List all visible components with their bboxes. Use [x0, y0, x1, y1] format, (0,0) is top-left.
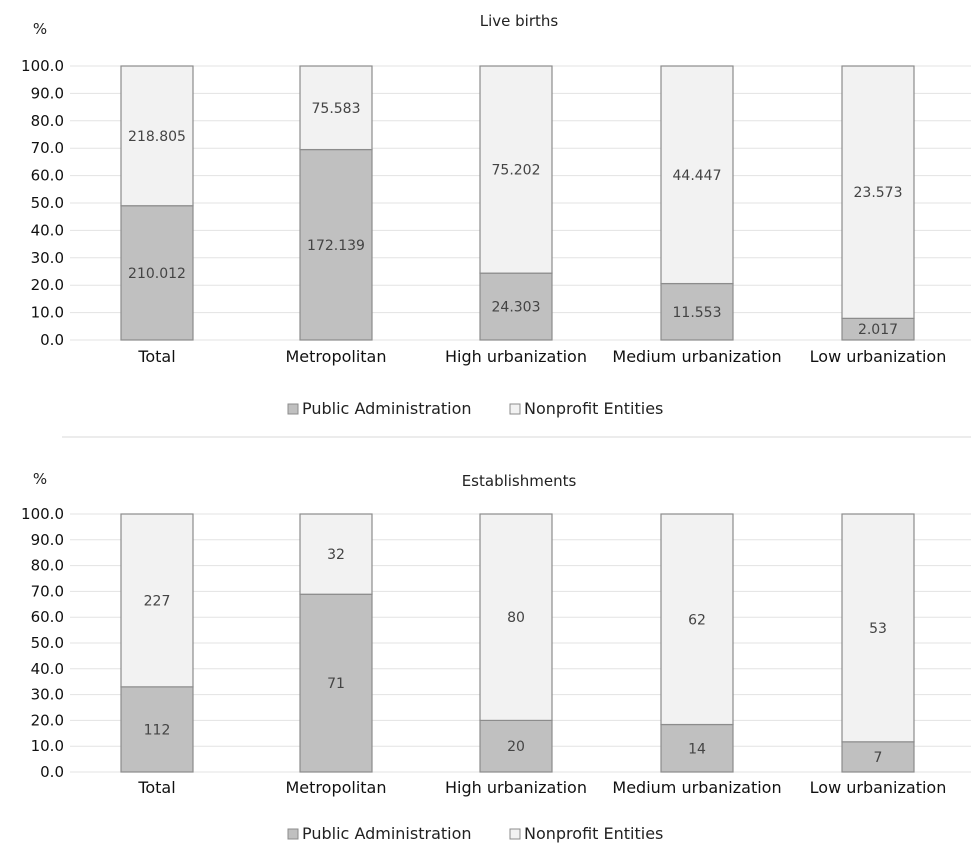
data-label: 20	[507, 739, 525, 755]
data-label: 24.303	[492, 300, 541, 316]
x-tick-label: Low urbanization	[810, 347, 947, 366]
chart-panel-2: % Establishments 0.0 10.0 20.0 30.0 40.0 50.0 60…	[21, 470, 971, 843]
bar-nonprofit-entities	[299, 65, 373, 151]
x-tick-label: Low urbanization	[810, 778, 947, 797]
chart-panel-1: % Live births 0.0 10.0 20.0 30.0 40.0 50.0 60.0 7…	[21, 12, 971, 418]
chart-title: Live births	[480, 12, 559, 30]
x-tick-label: High urbanization	[445, 778, 587, 797]
y-tick-label: 90.0	[31, 84, 64, 102]
bar-public-administration	[479, 272, 553, 341]
bar-nonprofit-entities	[479, 513, 553, 721]
data-label: 71	[327, 676, 345, 692]
y-tick-label: 90.0	[31, 531, 64, 549]
data-label: 62	[688, 612, 706, 628]
data-label: 218.805	[128, 129, 186, 145]
data-label: 112	[144, 722, 171, 738]
data-label: 80	[507, 610, 525, 626]
bar-nonprofit-entities	[660, 65, 734, 285]
legend-swatch	[287, 403, 299, 415]
y-tick-label: 60.0	[31, 167, 64, 185]
data-label: 227	[144, 593, 171, 609]
bar-public-administration	[841, 741, 915, 773]
y-tick-label: 50.0	[31, 634, 64, 652]
x-tick-label: Total	[137, 347, 175, 366]
data-label: 75.202	[492, 163, 541, 179]
bar-nonprofit-entities	[299, 513, 373, 595]
x-tick-label: Metropolitan	[286, 778, 387, 797]
bar-public-administration	[299, 593, 373, 773]
legend-swatch	[287, 828, 299, 840]
y-tick-label: 0.0	[40, 331, 64, 349]
bar-nonprofit-entities	[120, 65, 194, 207]
legend-swatch	[509, 403, 521, 415]
y-tick-label: 70.0	[31, 139, 64, 157]
bar-nonprofit-entities	[660, 513, 734, 726]
legend-label: Public Administration	[302, 824, 472, 843]
bar-public-administration	[299, 148, 373, 341]
y-axis-unit-label: %	[33, 20, 47, 38]
data-label: 75.583	[312, 101, 361, 117]
bar-nonprofit-entities	[120, 513, 194, 688]
y-tick-label: 10.0	[31, 304, 64, 322]
data-label: 11.553	[673, 305, 722, 321]
y-tick-label: 0.0	[40, 763, 64, 781]
bar-public-administration	[120, 205, 194, 341]
y-tick-label: 20.0	[31, 276, 64, 294]
y-tick-label: 80.0	[31, 112, 64, 130]
y-tick-label: 100.0	[21, 57, 64, 75]
chart-title: Establishments	[462, 472, 577, 490]
data-label: 7	[874, 750, 883, 766]
bar-public-administration	[479, 719, 553, 773]
legend-label: Nonprofit Entities	[524, 399, 663, 418]
bar-public-administration	[120, 686, 194, 773]
y-tick-label: 20.0	[31, 711, 64, 729]
x-tick-label: High urbanization	[445, 347, 587, 366]
y-tick-label: 100.0	[21, 505, 64, 523]
y-tick-label: 80.0	[31, 557, 64, 575]
x-tick-label: Metropolitan	[286, 347, 387, 366]
data-label: 23.573	[854, 185, 903, 201]
bar-nonprofit-entities	[841, 65, 915, 319]
y-tick-label: 40.0	[31, 660, 64, 678]
y-tick-label: 40.0	[31, 221, 64, 239]
y-tick-label: 10.0	[31, 737, 64, 755]
data-label: 44.447	[673, 168, 722, 184]
legend-swatch	[509, 828, 521, 840]
legend-label: Nonprofit Entities	[524, 824, 663, 843]
data-label: 2.017	[858, 322, 898, 338]
y-tick-label: 30.0	[31, 249, 64, 267]
data-label: 210.012	[128, 266, 186, 282]
legend-label: Public Administration	[302, 399, 472, 418]
data-label: 14	[688, 741, 706, 757]
x-tick-label: Total	[137, 778, 175, 797]
y-tick-label: 50.0	[31, 194, 64, 212]
legend: Public Administration Nonprofit Entities	[287, 399, 663, 418]
data-label: 53	[869, 621, 887, 637]
y-tick-label: 70.0	[31, 582, 64, 600]
legend: Public Administration Nonprofit Entities	[287, 824, 663, 843]
bar-nonprofit-entities	[479, 65, 553, 274]
bar-nonprofit-entities	[841, 513, 915, 743]
y-axis-unit-label: %	[33, 470, 47, 488]
y-tick-label: 30.0	[31, 686, 64, 704]
x-tick-label: Medium urbanization	[612, 778, 781, 797]
bar-public-administration	[660, 723, 734, 773]
x-tick-label: Medium urbanization	[612, 347, 781, 366]
y-tick-label: 60.0	[31, 608, 64, 626]
data-label: 32	[327, 547, 345, 563]
data-label: 172.139	[307, 238, 365, 254]
